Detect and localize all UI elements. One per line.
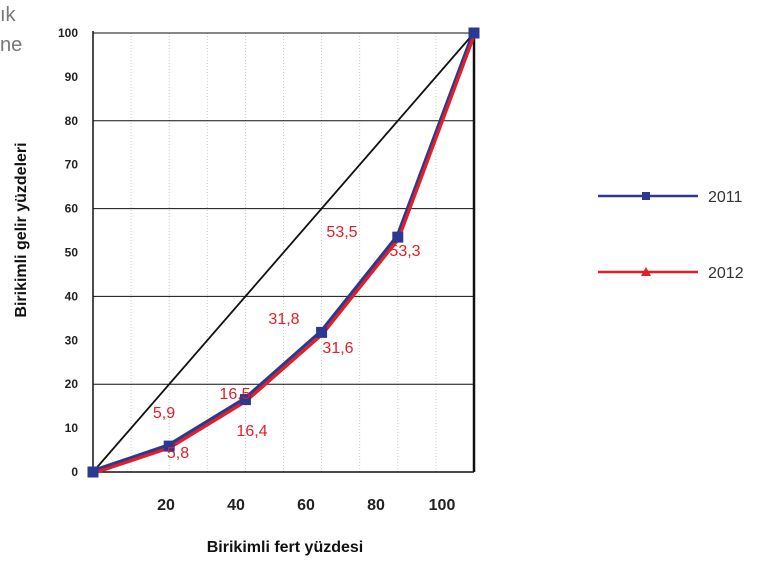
x-tick-label: 80 <box>367 497 385 514</box>
data-label-2012: 16,4 <box>236 423 267 440</box>
y-axis-title: Birikimli gelir yüzdeleri <box>13 142 30 317</box>
data-point-2011 <box>468 27 480 39</box>
corner-text-2: ne <box>0 34 23 56</box>
legend-marker-2012 <box>641 267 651 276</box>
x-tick-label: 60 <box>297 497 315 514</box>
axes <box>92 31 476 473</box>
data-label-2011: 53,5 <box>326 224 357 241</box>
data-point-2011 <box>163 440 175 452</box>
series-group <box>87 27 480 478</box>
x-tick-labels: 20 40 60 80 100 <box>157 497 455 514</box>
y-tick-label: 10 <box>65 421 79 435</box>
x-tick-label: 100 <box>429 497 456 514</box>
y-tick-label: 50 <box>65 246 79 260</box>
equality-line <box>92 32 475 473</box>
y-tick-label: 30 <box>65 333 79 347</box>
equality-line-group <box>92 32 475 473</box>
legend-marker-2011 <box>642 192 650 200</box>
data-point-2011 <box>87 466 99 478</box>
y-tick-label: 80 <box>65 114 79 128</box>
x-tick-label: 20 <box>157 497 175 514</box>
y-tick-label: 0 <box>71 465 78 479</box>
data-label-2012: 31,6 <box>322 340 353 357</box>
y-tick-label: 100 <box>58 26 78 40</box>
legend: 2011 2012 <box>598 189 744 282</box>
data-point-2011 <box>316 326 328 338</box>
corner-text-1: ık <box>0 4 16 26</box>
data-point-2011 <box>392 231 404 243</box>
data-label-2011: 31,8 <box>268 311 299 328</box>
data-label-2012: 5,8 <box>167 445 189 462</box>
y-tick-label: 40 <box>65 289 79 303</box>
data-point-2011 <box>239 394 251 406</box>
data-label-2011: 16,5 <box>219 386 250 403</box>
data-labels: 5,9 16,5 31,8 53,5 5,8 16,4 31,6 53,3 <box>153 224 421 462</box>
legend-label-2012: 2012 <box>708 265 744 282</box>
y-tick-label: 90 <box>65 70 79 84</box>
data-label-2012: 53,3 <box>389 243 420 260</box>
y-tick-labels: 0 10 20 30 40 50 60 70 80 90 100 <box>58 26 78 479</box>
data-label-2011: 5,9 <box>153 405 175 422</box>
y-tick-label: 70 <box>65 158 79 172</box>
series-line-2011 <box>91 31 475 473</box>
grid <box>93 32 474 472</box>
y-tick-label: 60 <box>65 202 79 216</box>
x-tick-label: 40 <box>227 497 245 514</box>
x-axis-title: Birikimli fert yüzdesi <box>207 539 364 556</box>
series-line-2012 <box>93 33 477 475</box>
legend-label-2011: 2011 <box>708 189 743 206</box>
y-tick-label: 20 <box>65 377 79 391</box>
